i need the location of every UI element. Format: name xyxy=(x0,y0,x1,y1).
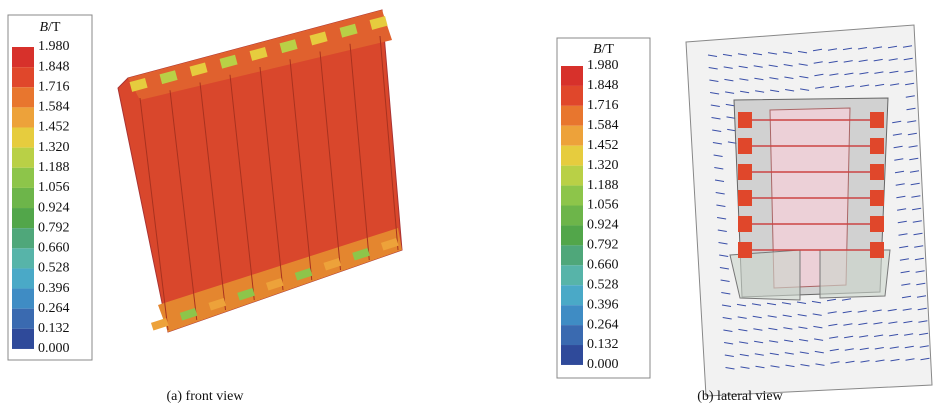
winding-end xyxy=(870,190,884,206)
winding-end xyxy=(738,216,752,232)
caption: (b) lateral view xyxy=(697,389,783,404)
legend-swatch xyxy=(561,325,583,345)
flux-patch xyxy=(151,318,169,331)
winding-end xyxy=(870,138,884,154)
legend-label: 1.716 xyxy=(587,98,619,113)
legend-swatch xyxy=(561,206,583,226)
legend-swatch xyxy=(12,128,34,148)
winding-end xyxy=(870,216,884,232)
legend-swatch xyxy=(12,268,34,288)
legend-swatch xyxy=(561,146,583,166)
legend-swatch xyxy=(12,309,34,329)
legend-swatch xyxy=(12,228,34,248)
legend-swatch xyxy=(12,168,34,188)
legend-label: 1.716 xyxy=(38,79,70,94)
winding-end xyxy=(870,164,884,180)
legend-swatch xyxy=(561,126,583,146)
legend-swatch xyxy=(561,245,583,265)
legend-unit: /T xyxy=(602,42,615,57)
legend-title: B/T xyxy=(593,42,614,57)
legend-label: 0.396 xyxy=(38,281,70,296)
legend-label: 1.584 xyxy=(38,100,70,115)
legend-label: 0.264 xyxy=(38,301,70,316)
legend-label: 1.056 xyxy=(587,198,619,213)
winding-end xyxy=(738,112,752,128)
legend-swatch xyxy=(561,345,583,365)
winding-end xyxy=(870,112,884,128)
legend-label: 0.264 xyxy=(587,317,619,332)
legend-label: 0.132 xyxy=(38,321,70,336)
legend-swatch xyxy=(12,47,34,67)
winding-end xyxy=(738,164,752,180)
legend-label: 1.320 xyxy=(587,158,619,173)
legend-label: 1.452 xyxy=(38,120,70,135)
legend-label: 0.660 xyxy=(38,241,70,256)
legend-swatch xyxy=(561,166,583,186)
legend-swatch xyxy=(561,225,583,245)
legend-label: 1.980 xyxy=(587,58,619,73)
legend-swatch xyxy=(561,86,583,106)
legend-swatch xyxy=(12,87,34,107)
legend-label: 0.792 xyxy=(38,220,70,235)
front-view-render xyxy=(118,10,402,332)
legend-label: 1.320 xyxy=(38,140,70,155)
legend-swatch xyxy=(561,106,583,126)
legend-swatch xyxy=(561,285,583,305)
legend-label: 0.396 xyxy=(587,297,619,312)
legend-swatch xyxy=(12,208,34,228)
legend-label: 1.188 xyxy=(587,178,619,193)
lateral-view-render xyxy=(686,25,932,396)
legend-label: 0.000 xyxy=(38,341,70,356)
winding-end xyxy=(870,242,884,258)
legend-swatch xyxy=(561,66,583,86)
caption: (a) front view xyxy=(167,389,245,404)
legend-label: 0.000 xyxy=(587,357,619,372)
legend-label: 0.660 xyxy=(587,258,619,273)
legend-label: 0.792 xyxy=(587,238,619,253)
legend-swatch xyxy=(12,67,34,87)
legend-label: 0.924 xyxy=(38,200,70,215)
legend-label: 1.848 xyxy=(587,78,619,93)
legend-label: 1.056 xyxy=(38,180,70,195)
legend-swatch xyxy=(561,265,583,285)
legend-label: 0.924 xyxy=(587,218,619,233)
legend-swatch xyxy=(12,329,34,349)
legend-label: 1.584 xyxy=(587,118,619,133)
figure: B/T1.9801.8481.7161.5841.4521.3201.1881.… xyxy=(0,0,936,408)
winding-end xyxy=(738,242,752,258)
legend-label: 1.188 xyxy=(38,160,70,175)
legend-unit: /T xyxy=(48,20,61,35)
legend-swatch xyxy=(12,248,34,268)
legend-label: 1.452 xyxy=(587,138,619,153)
legend-swatch xyxy=(12,107,34,127)
legend-label: 1.980 xyxy=(38,39,70,54)
legend-swatch xyxy=(12,188,34,208)
legend-title: B/T xyxy=(39,20,60,35)
legend-swatch xyxy=(12,289,34,309)
winding-end xyxy=(738,138,752,154)
legend-label: 0.528 xyxy=(38,261,70,276)
legend-label: 1.848 xyxy=(38,59,70,74)
legend-swatch xyxy=(561,186,583,206)
legend-label: 0.528 xyxy=(587,277,619,292)
legend-swatch xyxy=(12,148,34,168)
legend-label: 0.132 xyxy=(587,337,619,352)
legend-swatch xyxy=(561,305,583,325)
winding-end xyxy=(738,190,752,206)
